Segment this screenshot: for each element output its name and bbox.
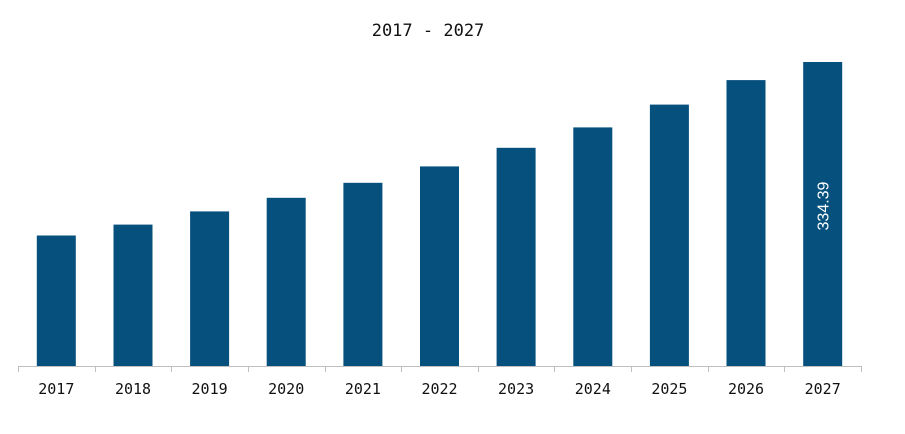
data-label-2027: 334.39 [816, 181, 833, 230]
bar-2021 [343, 182, 383, 366]
x-axis: 2017 2018 2019 2020 2021 2022 2023 2024 2025 2026… [18, 366, 862, 398]
x-tick-label-2021: 2021 [345, 380, 381, 398]
bar-2026 [726, 80, 766, 366]
bar-2024 [573, 127, 613, 367]
x-tick-label-2023: 2023 [498, 380, 534, 398]
x-tick-label-2027: 2027 [805, 380, 841, 398]
x-tick-label-2018: 2018 [115, 380, 151, 398]
x-tick-label-2026: 2026 [728, 380, 764, 398]
bar-2018 [113, 224, 153, 366]
data-labels-group: 334.39 [816, 181, 833, 230]
x-tick-label-2017: 2017 [38, 380, 74, 398]
x-tick-label-2022: 2022 [421, 380, 457, 398]
x-tick-label-2024: 2024 [575, 380, 611, 398]
bar-2020 [266, 197, 306, 366]
bar-2027 [803, 62, 843, 366]
bar-2023 [496, 147, 536, 366]
x-tick-label-2025: 2025 [651, 380, 687, 398]
x-tick-label-2019: 2019 [192, 380, 228, 398]
x-tick-label-2020: 2020 [268, 380, 304, 398]
bars-group [36, 62, 843, 367]
chart-title: 2017 - 2027 [372, 21, 485, 41]
bar-2025 [649, 104, 689, 366]
bar-2017 [36, 235, 76, 366]
bar-2019 [190, 211, 230, 366]
bar-2022 [420, 166, 459, 366]
